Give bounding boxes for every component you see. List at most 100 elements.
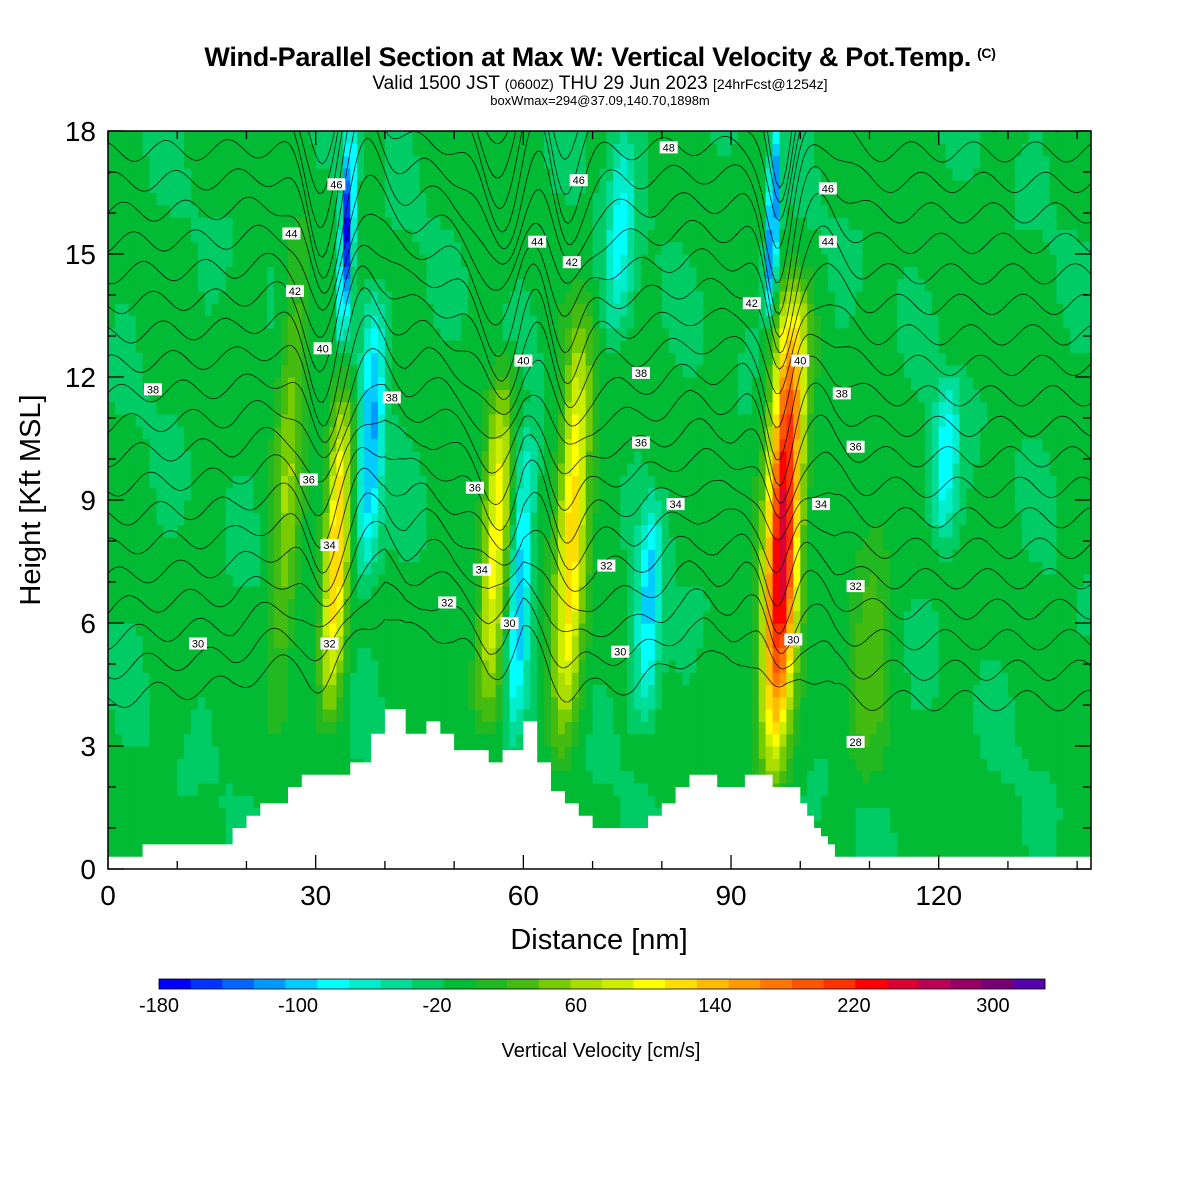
velocity-cell xyxy=(592,610,601,624)
velocity-cell xyxy=(308,524,317,538)
velocity-cell xyxy=(267,512,275,526)
velocity-cell xyxy=(544,672,552,686)
velocity-cell xyxy=(634,315,642,329)
velocity-cell xyxy=(114,758,123,772)
velocity-cell xyxy=(551,573,559,587)
velocity-cell xyxy=(281,364,289,378)
velocity-cell xyxy=(308,315,317,329)
velocity-cell xyxy=(537,746,545,759)
velocity-cell xyxy=(606,426,614,440)
velocity-cell xyxy=(108,327,116,341)
velocity-cell xyxy=(198,770,206,784)
velocity-cell xyxy=(281,770,289,784)
velocity-cell xyxy=(502,549,511,563)
velocity-cell xyxy=(142,229,151,243)
velocity-cell xyxy=(481,155,490,169)
velocity-cell xyxy=(564,155,573,169)
velocity-cell xyxy=(634,266,642,280)
velocity-cell xyxy=(551,770,559,784)
velocity-cell xyxy=(281,795,289,809)
velocity-cell xyxy=(412,401,421,415)
velocity-cell xyxy=(288,623,296,636)
velocity-cell xyxy=(246,549,254,563)
velocity-cell xyxy=(516,438,524,452)
velocity-cell xyxy=(433,340,441,353)
velocity-cell xyxy=(654,659,663,673)
velocity-cell xyxy=(551,610,559,624)
velocity-cell xyxy=(530,463,538,476)
velocity-cell xyxy=(558,573,566,587)
velocity-cell xyxy=(537,401,545,415)
velocity-cell xyxy=(405,573,414,587)
velocity-cell xyxy=(474,721,483,735)
velocity-cell xyxy=(364,659,372,673)
velocity-cell xyxy=(654,204,663,218)
velocity-cell xyxy=(668,733,677,747)
velocity-cell xyxy=(488,327,497,341)
velocity-cell xyxy=(668,254,677,267)
velocity-cell xyxy=(654,377,663,390)
velocity-cell xyxy=(599,635,607,649)
velocity-cell xyxy=(433,536,441,550)
velocity-cell xyxy=(121,672,130,686)
velocity-cell xyxy=(211,438,220,452)
velocity-cell xyxy=(405,512,414,526)
velocity-cell xyxy=(419,167,427,181)
velocity-cell xyxy=(142,487,151,501)
velocity-cell xyxy=(592,721,601,735)
velocity-cell xyxy=(523,561,531,575)
velocity-cell xyxy=(419,217,427,230)
velocity-cell xyxy=(225,278,234,292)
velocity-cell xyxy=(578,438,587,452)
velocity-cell xyxy=(336,549,344,563)
velocity-cell xyxy=(163,770,171,784)
velocity-cell xyxy=(516,303,524,317)
velocity-cell xyxy=(253,131,261,144)
velocity-cell xyxy=(246,352,254,366)
velocity-cell xyxy=(350,573,358,587)
velocity-cell xyxy=(564,192,573,206)
velocity-cell xyxy=(495,413,504,427)
velocity-cell xyxy=(661,635,670,649)
velocity-cell xyxy=(391,426,400,440)
velocity-cell xyxy=(391,266,400,280)
velocity-cell xyxy=(191,721,199,735)
velocity-cell xyxy=(523,278,531,292)
velocity-cell xyxy=(426,290,434,304)
velocity-cell xyxy=(551,401,559,415)
velocity-cell xyxy=(177,438,185,452)
velocity-cell xyxy=(613,303,621,317)
velocity-cell xyxy=(225,659,234,673)
velocity-cell xyxy=(108,377,116,390)
velocity-cell xyxy=(668,536,677,550)
velocity-cell xyxy=(260,204,268,218)
velocity-cell xyxy=(592,635,601,649)
velocity-cell xyxy=(163,475,171,489)
velocity-cell xyxy=(371,586,379,599)
velocity-cell xyxy=(288,204,296,218)
velocity-cell xyxy=(128,549,137,563)
velocity-cell xyxy=(142,155,151,169)
velocity-cell xyxy=(211,204,220,218)
velocity-cell xyxy=(204,389,213,403)
velocity-cell xyxy=(606,217,614,230)
velocity-cell xyxy=(627,254,635,267)
velocity-cell xyxy=(544,241,552,255)
velocity-cell xyxy=(564,561,573,575)
velocity-cell xyxy=(474,204,483,218)
velocity-cell xyxy=(156,167,164,181)
velocity-cell xyxy=(315,327,324,341)
velocity-cell xyxy=(211,303,220,317)
velocity-cell xyxy=(218,266,227,280)
velocity-cell xyxy=(336,696,344,710)
velocity-cell xyxy=(114,167,123,181)
velocity-cell xyxy=(198,709,206,722)
velocity-cell xyxy=(620,524,628,538)
velocity-cell xyxy=(218,807,227,821)
velocity-cell xyxy=(461,696,469,710)
velocity-cell xyxy=(135,758,144,772)
velocity-cell xyxy=(184,463,192,476)
velocity-cell xyxy=(177,426,185,440)
velocity-cell xyxy=(488,180,497,194)
velocity-cell xyxy=(336,143,344,157)
